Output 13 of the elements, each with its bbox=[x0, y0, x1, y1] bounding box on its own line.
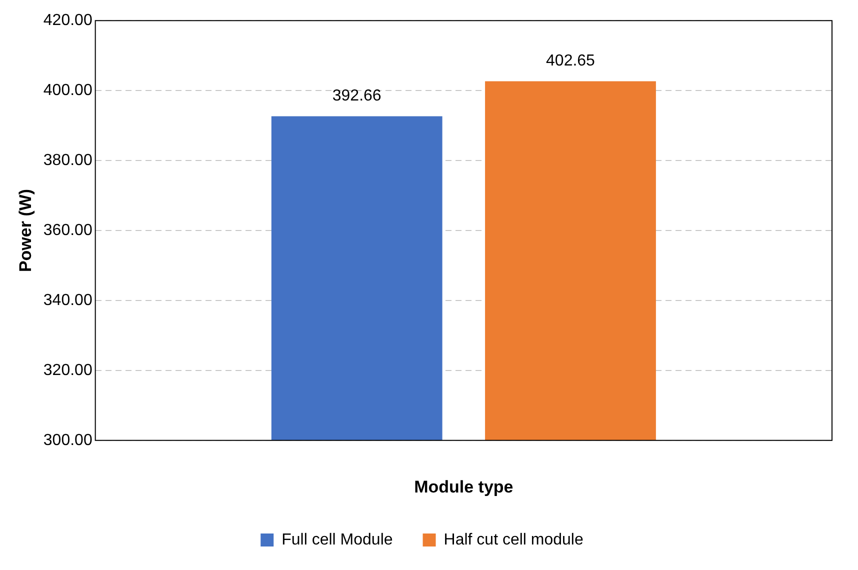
data-label: 392.66 bbox=[332, 88, 382, 105]
y-tick-label: 380.00 bbox=[43, 152, 92, 169]
data-label: 402.65 bbox=[546, 52, 596, 70]
x-axis-title: Module type bbox=[414, 477, 514, 496]
legend-label: Full cell Module bbox=[282, 531, 393, 548]
y-tick-label: 400.00 bbox=[43, 82, 92, 99]
y-axis-title: Power (W) bbox=[16, 188, 35, 272]
y-tick-label: 300.00 bbox=[43, 432, 92, 449]
y-tick-label: 340.00 bbox=[43, 292, 92, 309]
legend-label: Half cut cell module bbox=[444, 531, 584, 548]
y-tick-label: 420.00 bbox=[43, 12, 92, 30]
y-tick-label: 320.00 bbox=[43, 362, 92, 379]
y-tick-label: 360.00 bbox=[43, 222, 92, 239]
